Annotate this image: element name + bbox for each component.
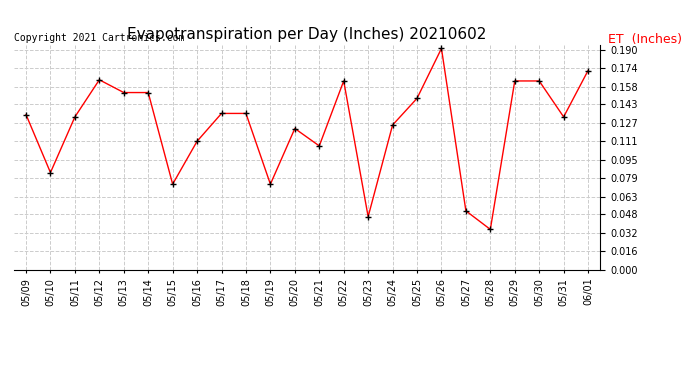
Text: ET  (Inches): ET (Inches) <box>609 33 682 46</box>
Text: Copyright 2021 Cartronics.com: Copyright 2021 Cartronics.com <box>14 33 184 43</box>
Title: Evapotranspiration per Day (Inches) 20210602: Evapotranspiration per Day (Inches) 2021… <box>128 27 486 42</box>
